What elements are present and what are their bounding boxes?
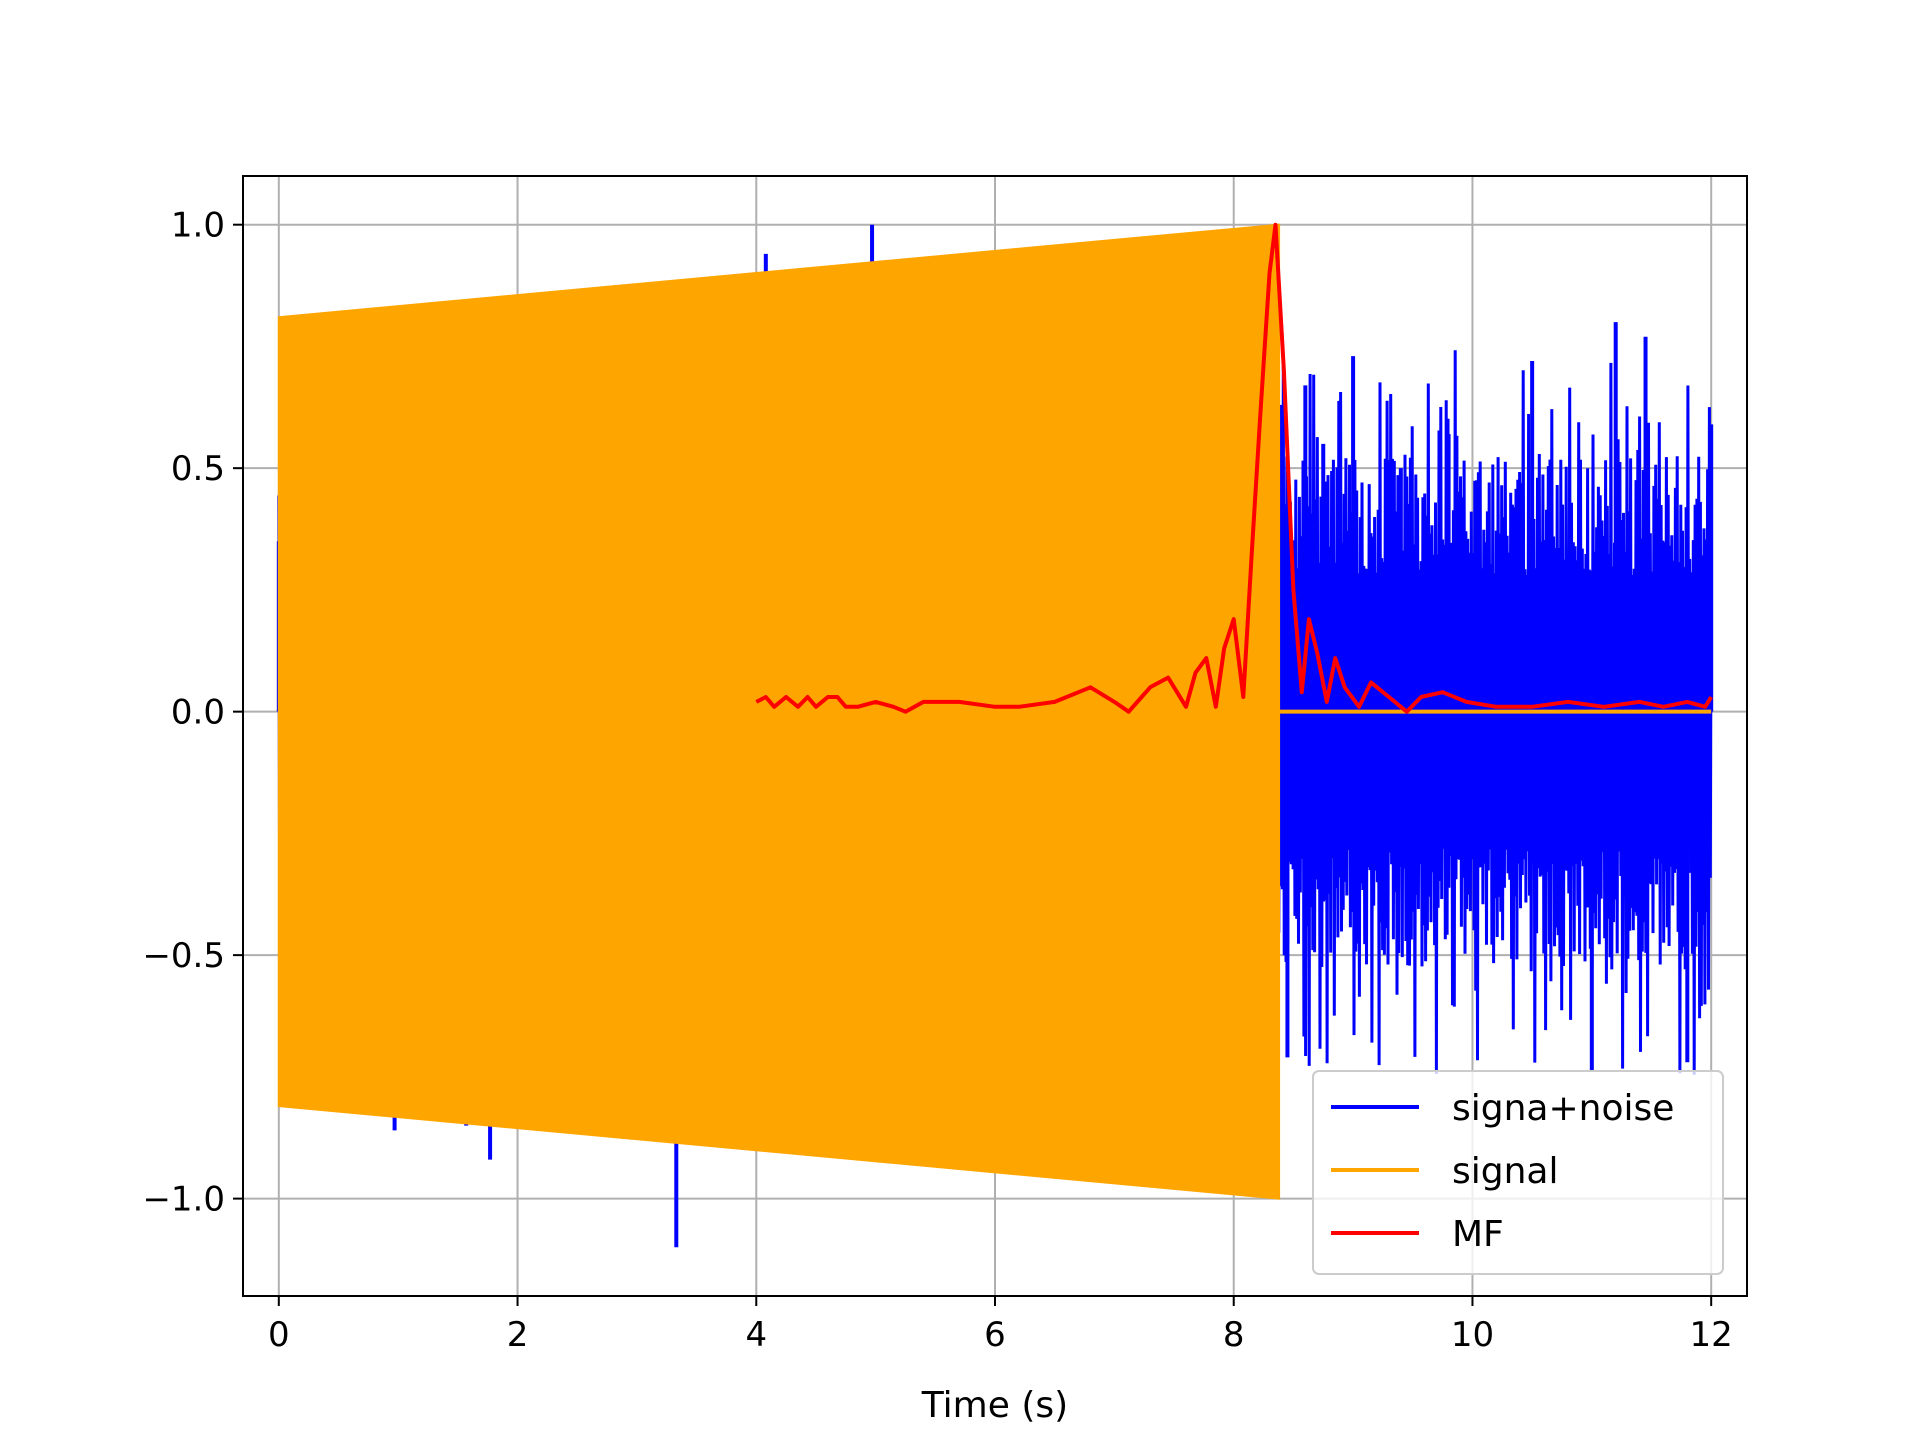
signal-envelope — [277, 223, 1281, 1200]
series-signal — [277, 223, 1712, 1200]
x-tick-label: 12 — [1690, 1315, 1733, 1355]
y-tick-label: 1.0 — [171, 206, 225, 246]
x-axis: 0 2 4 6 8 10 12 — [268, 1296, 1733, 1355]
x-tick-label: 8 — [1223, 1315, 1245, 1355]
plot-area — [276, 222, 1714, 1248]
legend: signa+noise signal MF — [1312, 1070, 1724, 1275]
x-tick-label: 10 — [1451, 1315, 1494, 1355]
legend-label: signal — [1452, 1151, 1559, 1192]
x-tick-label: 4 — [745, 1315, 767, 1355]
y-tick-label: 0.0 — [171, 693, 225, 733]
y-tick-label: 0.5 — [171, 449, 225, 489]
legend-box — [1312, 1070, 1724, 1275]
y-axis: 1.0 0.5 0.0 −0.5 −1.0 — [142, 206, 243, 1220]
x-tick-label: 0 — [268, 1315, 290, 1355]
y-tick-label: −1.0 — [142, 1180, 225, 1220]
x-tick-label: 2 — [507, 1315, 529, 1355]
series-mf — [755, 222, 1713, 714]
series-line-mf — [755, 222, 1713, 714]
legend-label: MF — [1452, 1214, 1504, 1255]
x-tick-label: 6 — [984, 1315, 1006, 1355]
x-axis-title: Time (s) — [921, 1385, 1068, 1426]
y-tick-label: −0.5 — [142, 936, 225, 976]
legend-label: signa+noise — [1452, 1088, 1674, 1129]
